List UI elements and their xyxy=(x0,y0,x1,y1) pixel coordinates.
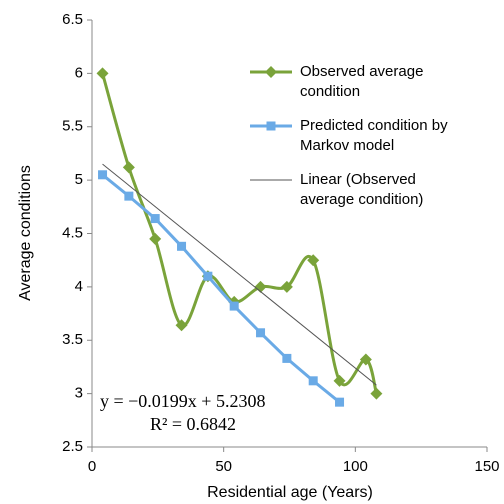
data-point xyxy=(96,67,109,80)
data-point xyxy=(254,280,267,293)
data-point xyxy=(308,376,318,386)
y-tick-label: 5 xyxy=(75,171,83,188)
data-point xyxy=(370,387,383,400)
data-point xyxy=(280,280,293,293)
data-point xyxy=(124,191,134,201)
data-point xyxy=(256,328,266,338)
data-point xyxy=(149,232,162,245)
r-squared: R² = 0.6842 xyxy=(150,414,236,434)
data-point xyxy=(307,254,320,267)
y-tick-label: 3.5 xyxy=(62,331,83,348)
y-tick-label: 4.5 xyxy=(62,224,83,241)
data-point xyxy=(333,374,346,387)
y-axis-title: Average conditions xyxy=(17,165,34,301)
y-tick-label: 6.5 xyxy=(62,11,83,28)
data-point xyxy=(282,353,292,363)
data-point xyxy=(150,214,160,224)
x-axis-title: Residential age (Years) xyxy=(207,484,373,501)
y-tick-label: 3 xyxy=(75,385,83,402)
data-point xyxy=(203,271,213,281)
y-tick-label: 2.5 xyxy=(62,438,83,455)
data-point xyxy=(359,353,372,366)
x-tick-label: 100 xyxy=(343,458,368,475)
legend-label: Observed average condition xyxy=(300,63,424,100)
y-tick-label: 5.5 xyxy=(62,118,83,135)
legend-label: Linear (Observed average condition) xyxy=(300,171,424,208)
x-tick-label: 0 xyxy=(88,458,96,475)
legend-marker xyxy=(266,121,276,131)
x-tick-label: 50 xyxy=(215,458,232,475)
data-point xyxy=(335,397,345,407)
x-tick-label: 150 xyxy=(474,458,499,475)
legend-label: Predicted condition by Markov model xyxy=(300,117,448,154)
legend-marker xyxy=(265,66,277,78)
data-point xyxy=(175,319,188,332)
equation: y = −0.0199x + 5.2308 xyxy=(100,391,265,411)
series-line xyxy=(101,173,341,404)
data-point xyxy=(98,170,108,180)
series-line xyxy=(102,163,377,386)
y-tick-label: 6 xyxy=(75,64,83,81)
data-point xyxy=(229,301,239,311)
y-tick-label: 4 xyxy=(75,278,83,295)
data-point xyxy=(122,161,135,174)
data-point xyxy=(177,241,187,251)
